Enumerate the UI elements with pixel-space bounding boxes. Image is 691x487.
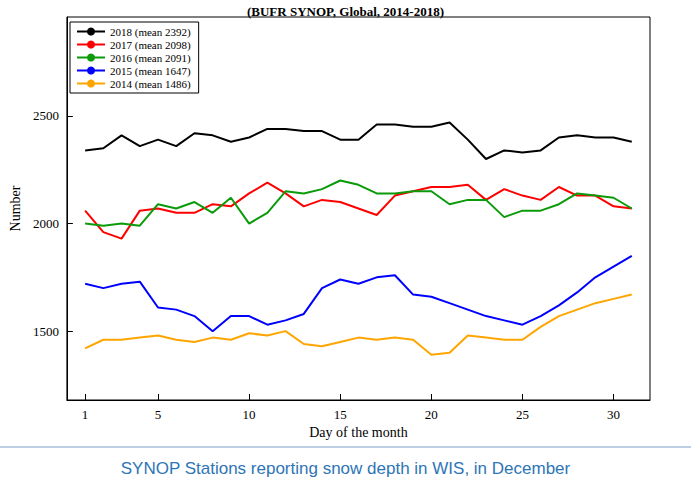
svg-text:30: 30 xyxy=(607,407,620,422)
svg-text:Day of the month: Day of the month xyxy=(309,425,407,440)
svg-text:2014 (mean 1486): 2014 (mean 1486) xyxy=(110,78,191,91)
svg-text:2500: 2500 xyxy=(33,108,59,123)
svg-text:1: 1 xyxy=(82,407,89,422)
svg-text:15: 15 xyxy=(334,407,347,422)
svg-text:5: 5 xyxy=(155,407,162,422)
svg-text:2018 (mean 2392): 2018 (mean 2392) xyxy=(110,26,191,39)
svg-text:20: 20 xyxy=(425,407,438,422)
svg-text:1500: 1500 xyxy=(33,324,59,339)
svg-text:(BUFR SYNOP, Global, 2014-2018: (BUFR SYNOP, Global, 2014-2018) xyxy=(247,4,444,19)
svg-text:2015 (mean 1647): 2015 (mean 1647) xyxy=(110,65,191,78)
svg-text:25: 25 xyxy=(516,407,529,422)
svg-text:SYNOP Stations reporting snow: SYNOP Stations reporting snow depth in W… xyxy=(121,459,571,478)
svg-text:2000: 2000 xyxy=(33,216,59,231)
svg-text:2017 (mean 2098): 2017 (mean 2098) xyxy=(110,39,191,52)
svg-text:10: 10 xyxy=(243,407,256,422)
svg-text:2016 (mean 2091): 2016 (mean 2091) xyxy=(110,52,191,65)
svg-text:Number: Number xyxy=(8,185,23,231)
